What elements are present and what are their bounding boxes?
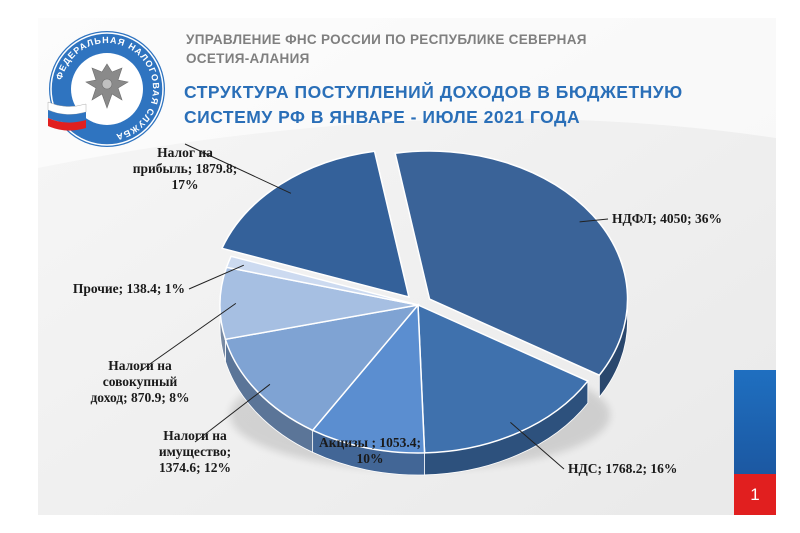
pie-slice-4 (219, 266, 419, 341)
slice-label: 10% (357, 451, 384, 466)
pie-tops (219, 150, 629, 454)
slice-label: НДС; 1768.2; 16% (568, 461, 677, 476)
russian-flag-icon (47, 101, 87, 131)
org-name-line1: УПРАВЛЕНИЕ ФНС РОССИИ ПО РЕСПУБЛИКЕ СЕВЕ… (186, 32, 587, 47)
pie-leaders (139, 143, 609, 470)
slice-label: совокупный (103, 374, 178, 389)
pie-slice-3 (224, 303, 420, 432)
pie-slice-5 (225, 255, 419, 306)
leader-line (194, 383, 271, 443)
pie-labels: НДФЛ; 4050; 36% НДС; 1768.2; 16% Акцизы ; … (73, 145, 722, 476)
slice-label: Налоги на (163, 428, 227, 443)
slide-title-line2: СИСТЕМУ РФ В ЯНВАРЕ - ИЮЛЕ 2021 ГОДА (184, 107, 581, 127)
leader-line (188, 264, 244, 290)
pie-slice-6 (220, 150, 410, 299)
slice-label: 1374.6; 12% (159, 460, 231, 475)
fns-emblem-logo: ФЕДЕРАЛЬНАЯ НАЛОГОВАЯ СЛУЖБА (47, 31, 165, 147)
slice-label: доход; 870.9; 8% (90, 390, 189, 405)
leader-line (510, 421, 565, 470)
slice-label: Налог на (157, 145, 213, 160)
slice-label: прибыль; 1879.8; (133, 161, 238, 176)
slice-label: Акцизы ; 1053.4; (319, 435, 421, 450)
slice-label: 17% (172, 177, 199, 192)
slice-label: НДФЛ; 4050; 36% (612, 211, 722, 226)
leader-line (184, 143, 292, 194)
pie-slice-0 (394, 150, 629, 377)
slice-label: Прочие; 138.4; 1% (73, 281, 185, 296)
pie-slice-1 (417, 303, 590, 454)
leader-line (139, 302, 237, 372)
eagle-icon (85, 63, 129, 109)
leader-line (579, 218, 609, 223)
slice-label: Налоги на (108, 358, 172, 373)
slide-title-line1: СТРУКТУРА ПОСТУПЛЕНИЙ ДОХОДОВ В БЮДЖЕТНУ… (184, 82, 683, 102)
org-name-line2: ОСЕТИЯ-АЛАНИЯ (186, 51, 310, 66)
pie-slice-2 (311, 303, 426, 454)
slide: УПРАВЛЕНИЕ ФНС РОССИИ ПО РЕСПУБЛИКЕ СЕВЕ… (38, 18, 776, 515)
slice-label: имущество; (159, 444, 231, 459)
page-number: 1 (734, 474, 776, 515)
